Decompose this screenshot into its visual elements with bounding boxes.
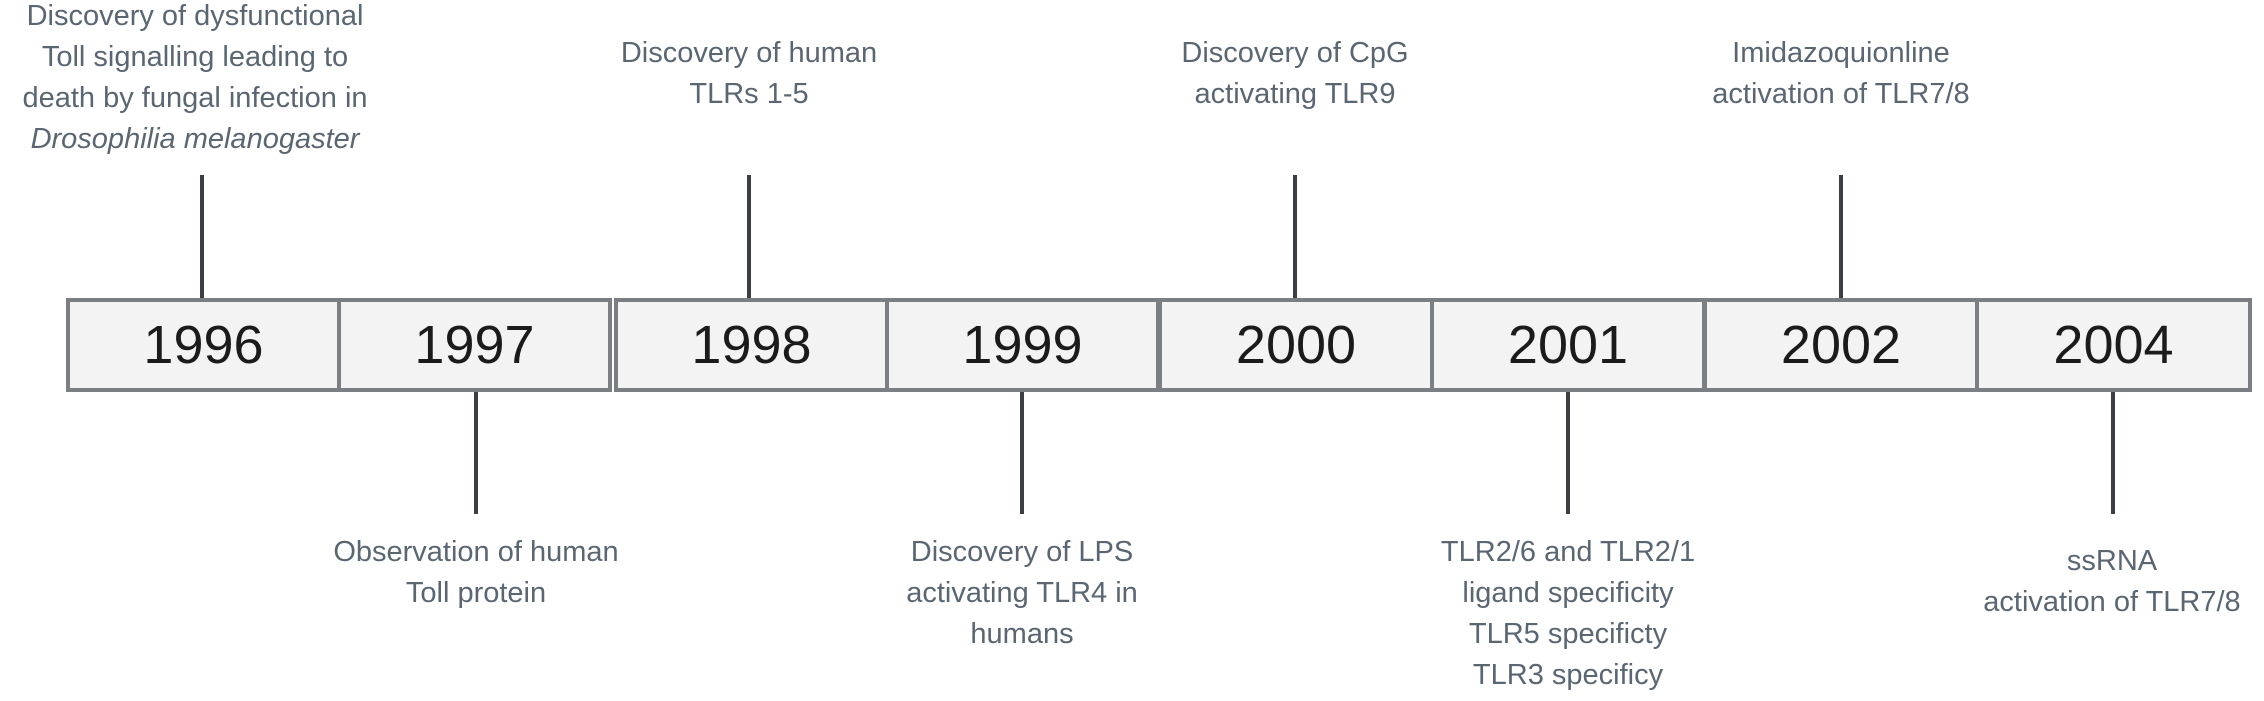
connector-1996: [200, 175, 204, 298]
connector-1999: [1020, 392, 1024, 514]
event-label-2004: ssRNA activation of TLR7/8: [1962, 541, 2262, 623]
event-1999-line-3: humans: [970, 618, 1074, 650]
event-label-1998: Discovery of human TLRs 1-5: [569, 33, 929, 115]
event-2004-line-2: activation of TLR7/8: [1983, 586, 2241, 618]
event-1998-line-1: Discovery of human: [620, 37, 878, 69]
event-2004-line-1: ssRNA: [2066, 545, 2158, 577]
connector-2000: [1293, 175, 1297, 298]
year-box-1998: 1998: [614, 298, 889, 392]
event-1997-line-2: Toll protein: [405, 577, 547, 609]
event-label-2000: Discovery of CpG activating TLR9: [1115, 33, 1475, 115]
event-2001-line-4: TLR3 specificy: [1472, 659, 1664, 691]
event-label-1997: Observation of human Toll protein: [296, 532, 656, 614]
year-box-2002: 2002: [1703, 298, 1979, 392]
year-box-2000: 2000: [1158, 298, 1434, 392]
connector-1998: [747, 175, 751, 298]
year-box-2001: 2001: [1430, 298, 1706, 392]
event-2001-line-3: TLR5 specificty: [1468, 618, 1668, 650]
connector-1997: [474, 392, 478, 514]
event-label-1996: Discovery of dysfunctional Toll signalli…: [0, 0, 390, 160]
event-label-1999: Discovery of LPS activating TLR4 in huma…: [842, 532, 1202, 655]
event-1999-line-1: Discovery of LPS: [910, 536, 1134, 568]
year-box-2004: 2004: [1975, 298, 2252, 392]
event-2001-line-2: ligand specificity: [1462, 577, 1674, 609]
timeline-bar: 1996 1997 1998 1999 2000 2001 2002 2004: [66, 298, 2252, 392]
event-2000-line-1: Discovery of CpG: [1181, 37, 1409, 69]
event-2001-line-1: TLR2/6 and TLR2/1: [1440, 536, 1696, 568]
event-1999-line-2: activating TLR4 in: [906, 577, 1138, 609]
year-box-1999: 1999: [885, 298, 1160, 392]
event-label-2001: TLR2/6 and TLR2/1 ligand specificity TLR…: [1388, 532, 1748, 696]
event-1996-line-1: Discovery of dysfunctional: [26, 0, 364, 32]
connector-2002: [1839, 175, 1843, 298]
event-1998-line-2: TLRs 1-5: [689, 78, 809, 110]
year-box-1996: 1996: [66, 298, 341, 392]
event-1996-line-4: Drosophilia melanogaster: [30, 123, 360, 155]
event-1997-line-1: Observation of human: [333, 536, 619, 568]
event-label-2002: Imidazoquionline activation of TLR7/8: [1661, 33, 2021, 115]
event-2002-line-2: activation of TLR7/8: [1712, 78, 1970, 110]
event-1996-line-2: Toll signalling leading to: [41, 41, 349, 73]
event-2002-line-1: Imidazoquionline: [1732, 37, 1950, 69]
event-2000-line-2: activating TLR9: [1194, 78, 1396, 110]
event-1996-line-3: death by fungal infection in: [22, 82, 368, 114]
connector-2004: [2111, 392, 2115, 514]
year-box-1997: 1997: [337, 298, 612, 392]
connector-2001: [1566, 392, 1570, 514]
